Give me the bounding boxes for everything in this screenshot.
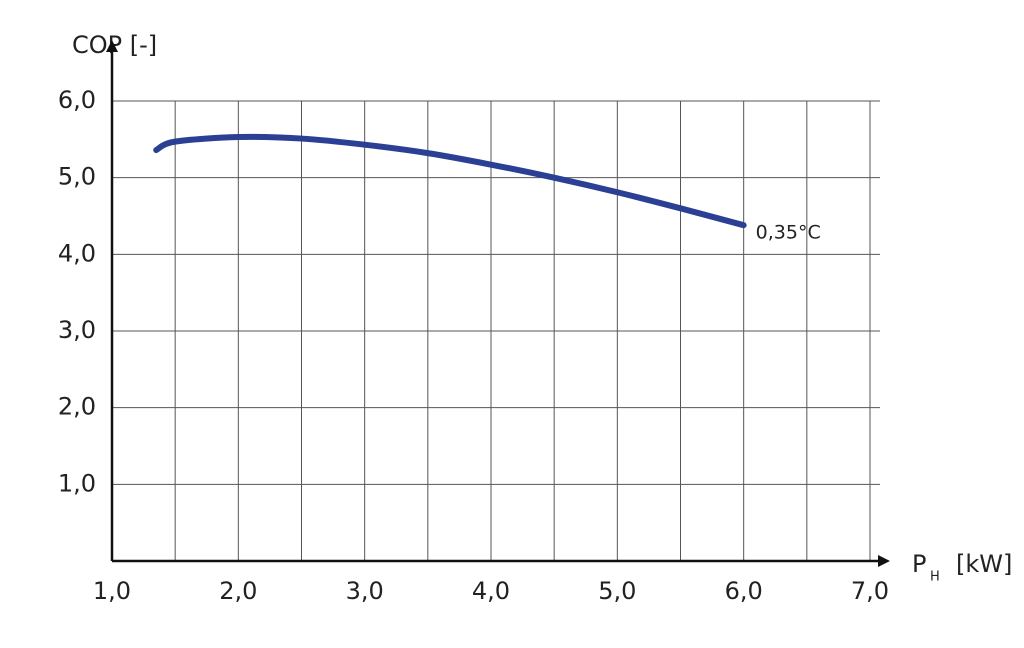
y-tick-label: 4,0	[58, 239, 96, 267]
x-tick-label: 6,0	[725, 577, 763, 605]
x-tick-label: 7,0	[851, 577, 889, 605]
x-tick-label: 1,0	[93, 577, 131, 605]
y-tick-label: 3,0	[58, 316, 96, 344]
x-tick-label: 4,0	[472, 577, 510, 605]
line	[153, 133, 747, 229]
y-tick-label: 2,0	[58, 393, 96, 421]
x-axis-arrow	[878, 555, 890, 567]
x-axis-unit: [kW]	[956, 550, 1012, 578]
y-tick-label: 1,0	[58, 469, 96, 497]
y-axis-arrow	[106, 40, 118, 52]
y-axis-label: COP [-]	[72, 31, 157, 59]
x-tick-label: 5,0	[598, 577, 636, 605]
x-axis-subscript: H	[930, 570, 940, 585]
x-tick-label: 3,0	[346, 577, 384, 605]
y-tick-label: 5,0	[58, 163, 96, 191]
y-tick-label: 6,0	[58, 86, 96, 114]
x-tick-label: 2,0	[219, 577, 257, 605]
series-label: 0,35°C	[756, 222, 821, 244]
x-axis-symbol: P	[912, 550, 926, 578]
